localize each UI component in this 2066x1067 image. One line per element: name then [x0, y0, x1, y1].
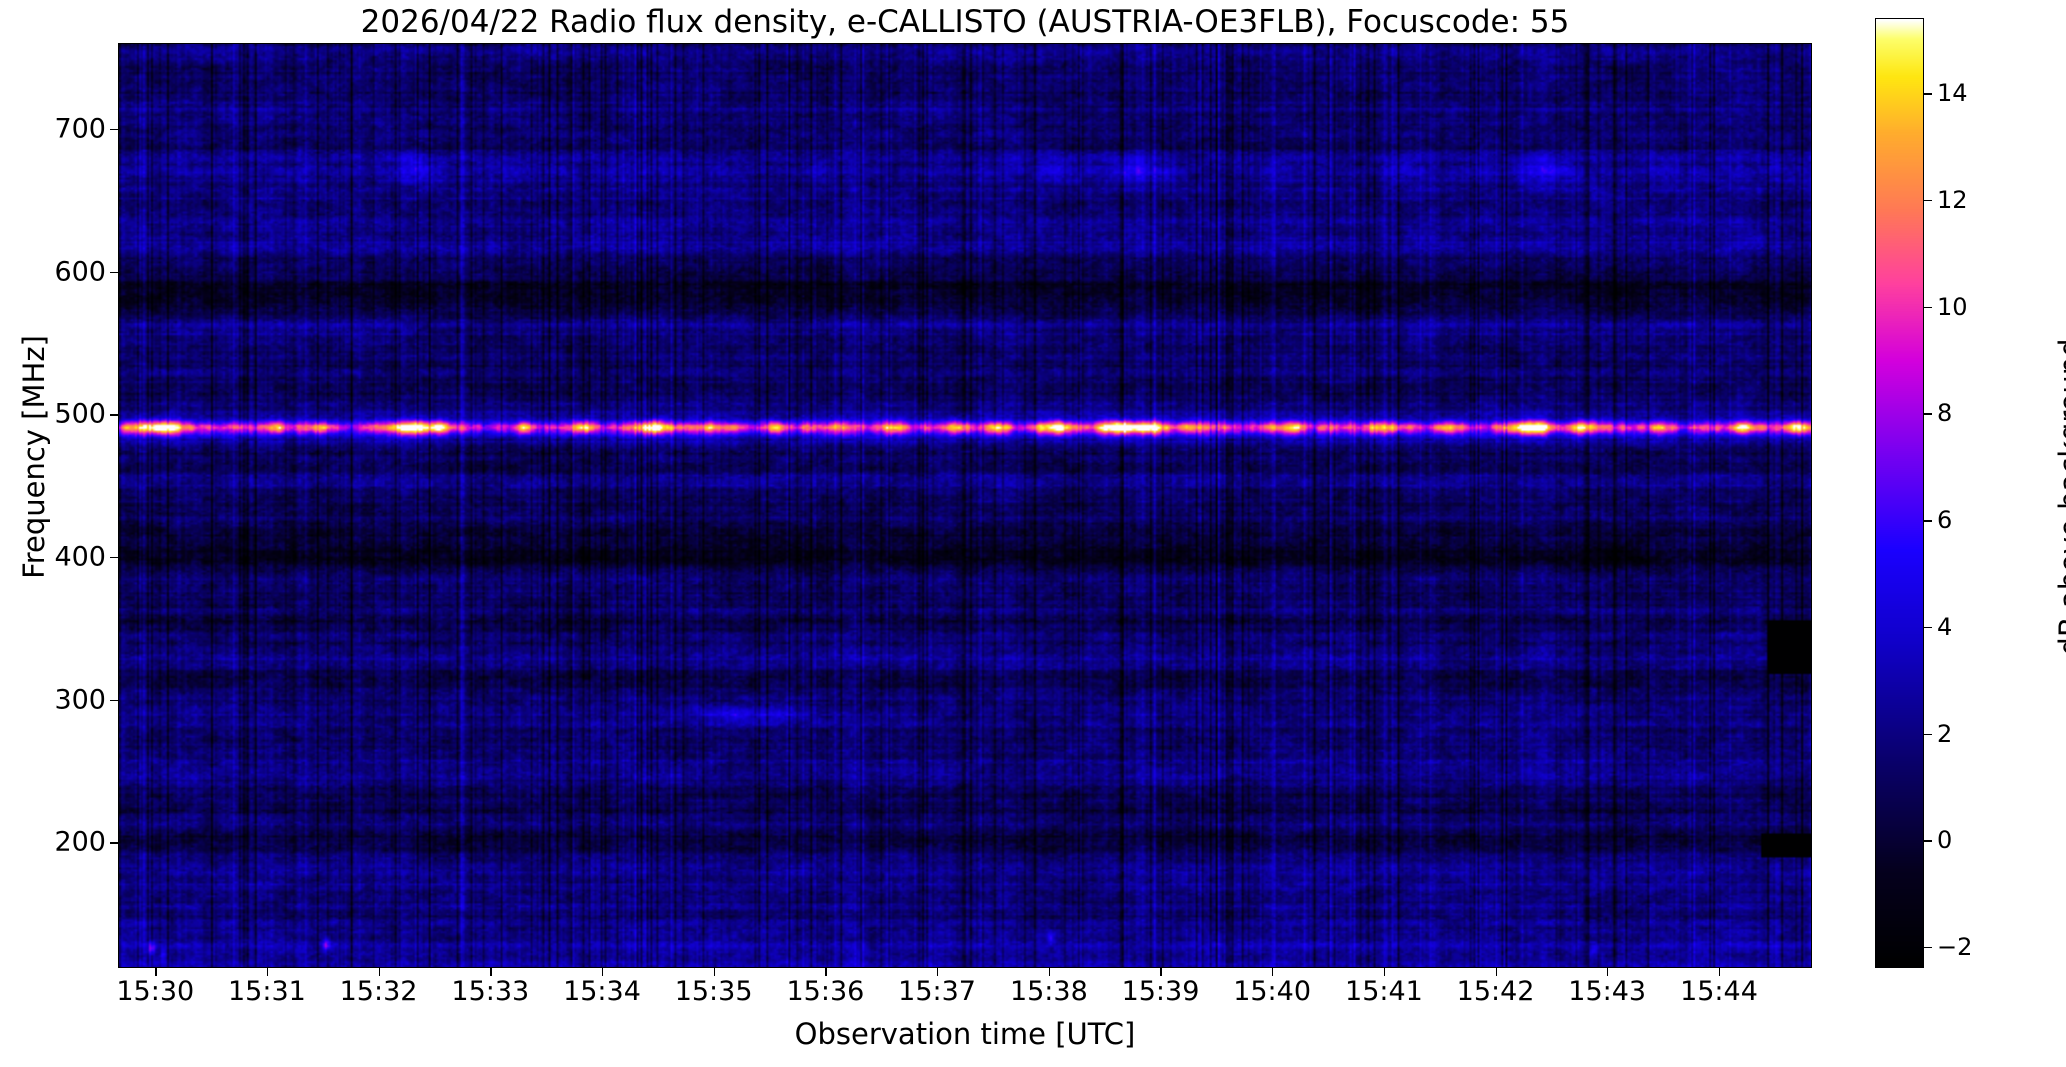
colorbar-tick-mark: [1924, 413, 1932, 415]
x-tick-label: 15:30: [116, 976, 195, 1007]
colorbar-tick-label: 10: [1937, 292, 1968, 321]
y-tick-label: 700: [54, 113, 106, 145]
spectrogram-plot: [118, 43, 1812, 968]
x-tick-label: 15:40: [1233, 976, 1312, 1007]
colorbar-tick-mark: [1924, 626, 1932, 629]
x-tick-mark: [1495, 968, 1497, 976]
x-tick-mark: [825, 968, 827, 976]
x-tick-mark: [1383, 968, 1386, 976]
x-tick-mark: [1607, 968, 1609, 976]
y-tick-label: 500: [54, 398, 106, 430]
x-tick-mark: [713, 968, 715, 976]
y-tick-mark: [110, 557, 118, 559]
x-tick-label: 15:33: [451, 976, 530, 1007]
x-tick-label: 15:36: [786, 976, 865, 1007]
y-tick-mark: [110, 129, 118, 131]
colorbar-tick-label: 2: [1937, 719, 1953, 748]
y-tick-mark: [110, 699, 118, 702]
colorbar-tick-mark: [1924, 200, 1932, 202]
x-axis-label: Observation time [UTC]: [794, 1017, 1136, 1051]
colorbar-tick-mark: [1924, 93, 1932, 95]
colorbar-canvas: [1876, 19, 1923, 967]
spectrogram-canvas: [119, 44, 1811, 967]
colorbar-tick-label: 8: [1937, 399, 1953, 428]
x-tick-label: 15:31: [227, 976, 306, 1007]
x-tick-mark: [1048, 968, 1051, 976]
colorbar-tick-label: 6: [1937, 506, 1953, 535]
x-tick-label: 15:43: [1568, 976, 1647, 1007]
y-tick-label: 600: [54, 256, 106, 288]
y-tick-mark: [110, 414, 118, 416]
x-tick-label: 15:38: [1009, 976, 1088, 1007]
x-tick-mark: [601, 968, 604, 976]
x-tick-label: 15:37: [898, 976, 976, 1007]
x-tick-mark: [1272, 968, 1274, 976]
x-tick-label: 15:32: [339, 976, 418, 1007]
y-tick-label: 200: [54, 826, 106, 858]
colorbar-tick-label: −2: [1937, 933, 1973, 962]
x-tick-mark: [266, 968, 269, 976]
x-tick-mark: [937, 968, 939, 976]
colorbar-tick-label: 14: [1937, 79, 1968, 108]
colorbar-tick-label: 4: [1937, 612, 1953, 641]
x-tick-label: 15:44: [1680, 976, 1758, 1007]
colorbar-tick-mark: [1924, 733, 1932, 736]
x-tick-label: 15:42: [1456, 976, 1535, 1007]
x-tick-mark: [1160, 968, 1162, 976]
x-tick-mark: [1718, 968, 1721, 976]
colorbar-tick-mark: [1924, 840, 1932, 842]
x-tick-mark: [378, 968, 380, 976]
y-tick-mark: [110, 842, 118, 844]
colorbar-tick-label: 12: [1937, 186, 1968, 215]
x-tick-mark: [490, 968, 492, 976]
x-tick-label: 15:35: [674, 976, 753, 1007]
x-tick-label: 15:39: [1121, 976, 1200, 1007]
colorbar-tick-label: 0: [1937, 826, 1953, 855]
colorbar-tick-mark: [1924, 947, 1932, 949]
x-tick-mark: [155, 968, 157, 976]
colorbar-label: dB above background: [2053, 338, 2066, 656]
y-tick-mark: [110, 271, 118, 274]
x-tick-label: 15:41: [1345, 976, 1423, 1007]
colorbar: [1875, 18, 1924, 968]
colorbar-tick-mark: [1924, 306, 1932, 309]
colorbar-tick-mark: [1924, 520, 1932, 522]
page-title: 2026/04/22 Radio flux density, e-CALLIST…: [360, 4, 1570, 40]
y-tick-label: 300: [54, 684, 106, 716]
y-tick-label: 400: [54, 541, 106, 573]
x-tick-label: 15:34: [563, 976, 641, 1007]
